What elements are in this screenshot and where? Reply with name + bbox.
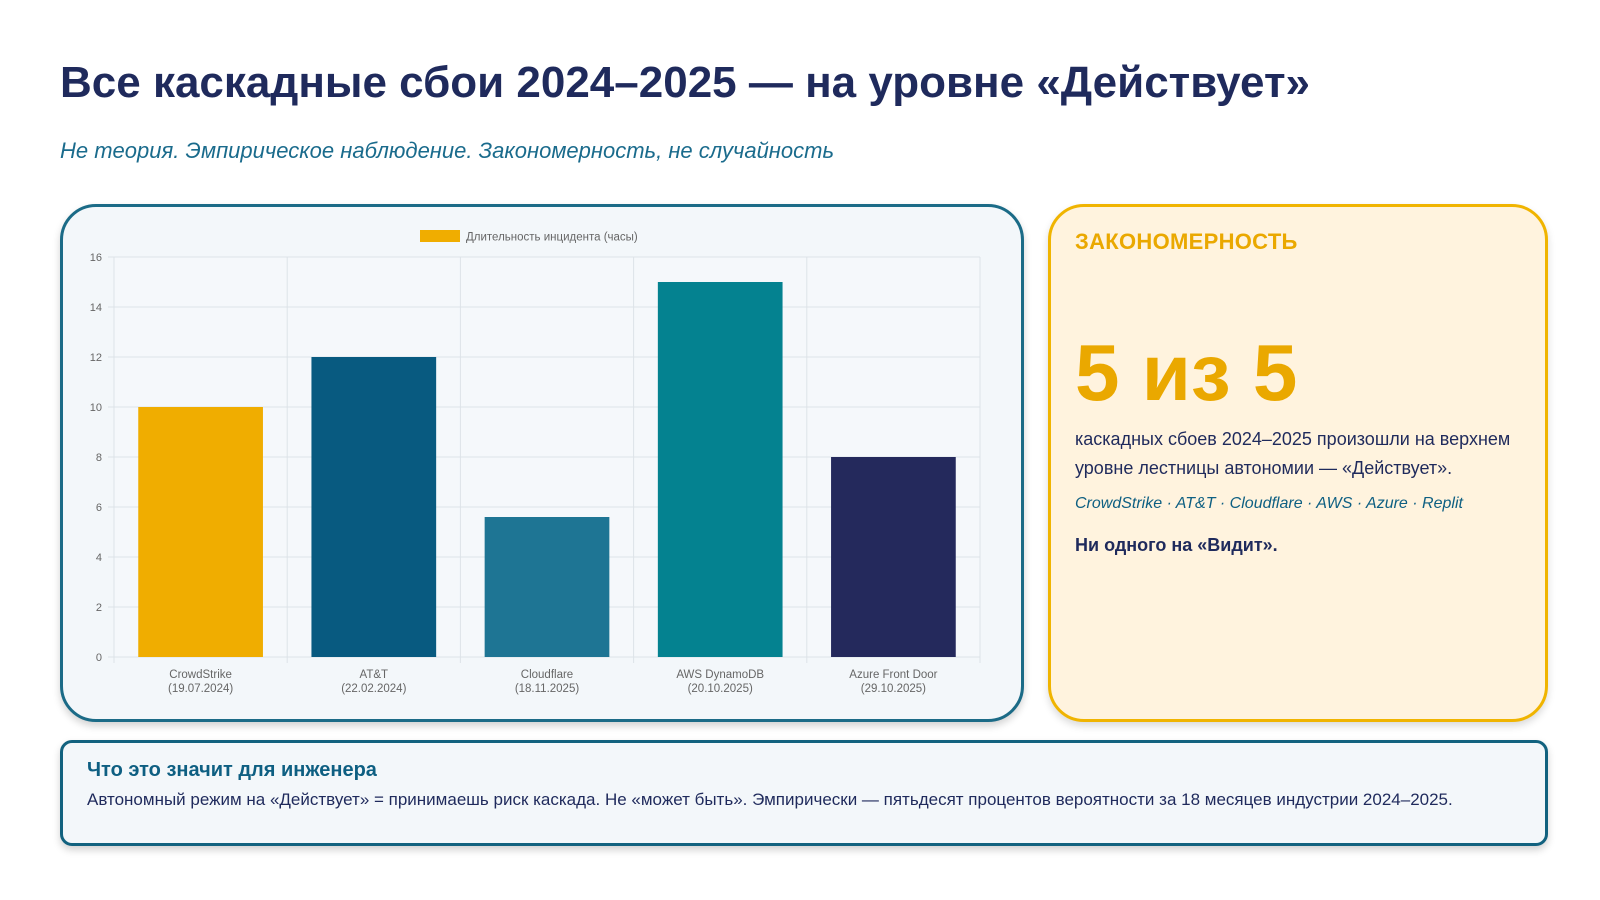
x-tick-label: AWS DynamoDB xyxy=(676,669,764,681)
y-tick-label: 0 xyxy=(96,652,102,664)
insight-heading: ЗАКОНОМЕРНОСТЬ xyxy=(1075,229,1298,254)
x-tick-date: (19.07.2024) xyxy=(168,683,233,695)
y-tick-label: 8 xyxy=(96,452,102,464)
engineer-note-card: Что это значит для инженера Автономный р… xyxy=(60,740,1548,846)
insight-companies: CrowdStrike · AT&T · Cloudflare · AWS · … xyxy=(1075,495,1463,512)
x-tick-label: Azure Front Door xyxy=(849,669,937,681)
chart-card: 0 2 4 6 8 10 12 14 16 CrowdStrike (19.07.2024) AT&T… xyxy=(60,204,1024,722)
x-tick-label: CrowdStrike xyxy=(169,669,232,681)
insight-card: ЗАКОНОМЕРНОСТЬ 5 из 5 каскадных сбоев 20… xyxy=(1048,204,1548,722)
insight-emphasis: Ни одного на «Видит». xyxy=(1075,535,1278,555)
y-tick-label: 10 xyxy=(90,402,102,414)
y-tick-label: 4 xyxy=(96,552,102,564)
incident-duration-chart: 0 2 4 6 8 10 12 14 16 CrowdStrike (19.07.2024) AT&T… xyxy=(90,230,981,695)
legend-label: Длительность инцидента (часы) xyxy=(466,232,638,244)
x-tick-date: (20.10.2025) xyxy=(688,683,753,695)
page-subtitle: Не теория. Эмпирическое наблюдение. Зако… xyxy=(60,138,835,163)
y-tick-label: 16 xyxy=(90,252,102,264)
bar-aws-dynamodb xyxy=(657,282,783,657)
insight-description: каскадных сбоев 2024–2025 произошли на в… xyxy=(1075,429,1511,478)
y-tick-label: 2 xyxy=(96,602,102,614)
insight-big-stat: 5 из 5 xyxy=(1075,328,1298,417)
bar-cloudflare xyxy=(484,517,610,657)
bar-crowdstrike xyxy=(138,407,263,657)
y-tick-label: 6 xyxy=(96,502,102,514)
engineer-note-title: Что это значит для инженера xyxy=(87,759,377,781)
x-tick-label: Cloudflare xyxy=(521,669,573,681)
y-tick-label: 12 xyxy=(90,352,102,364)
bar-azure-front-door xyxy=(831,457,956,657)
bar-at-t xyxy=(311,357,437,657)
x-tick-date: (22.02.2024) xyxy=(341,683,406,695)
page-title: Все каскадные сбои 2024–2025 — на уровне… xyxy=(60,58,1310,107)
x-tick-date: (29.10.2025) xyxy=(861,683,926,695)
legend-swatch xyxy=(420,230,460,242)
x-tick-label: AT&T xyxy=(360,669,389,681)
engineer-note-text: Автономный режим на «Действует» = приним… xyxy=(87,790,1453,809)
y-tick-label: 14 xyxy=(90,302,102,314)
x-tick-date: (18.11.2025) xyxy=(515,683,580,695)
